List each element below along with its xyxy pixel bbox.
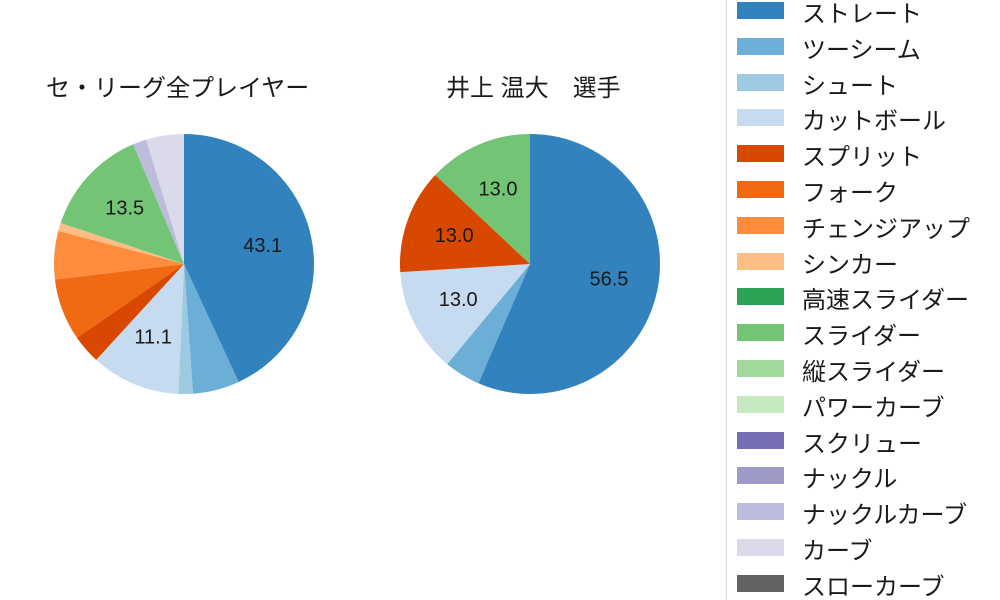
svg-text:13.0: 13.0: [479, 178, 518, 200]
svg-text:13.0: 13.0: [435, 225, 474, 247]
svg-text:56.5: 56.5: [589, 269, 628, 291]
svg-text:13.5: 13.5: [105, 198, 144, 220]
svg-text:11.1: 11.1: [134, 327, 171, 349]
svg-text:43.1: 43.1: [243, 235, 282, 257]
svg-text:13.0: 13.0: [439, 289, 478, 311]
